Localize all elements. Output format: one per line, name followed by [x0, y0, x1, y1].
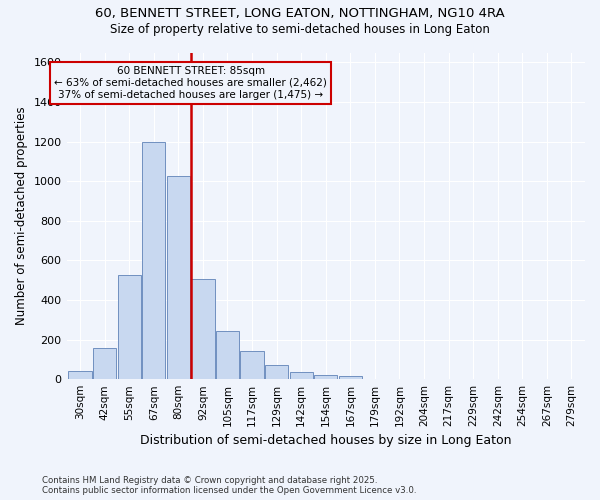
Bar: [191, 279, 215, 379]
Bar: [241, 352, 264, 379]
Text: 60, BENNETT STREET, LONG EATON, NOTTINGHAM, NG10 4RA: 60, BENNETT STREET, LONG EATON, NOTTINGH…: [95, 8, 505, 20]
Bar: [142, 142, 166, 379]
Bar: [93, 348, 116, 379]
Bar: [290, 372, 313, 379]
Text: 60 BENNETT STREET: 85sqm
← 63% of semi-detached houses are smaller (2,462)
37% o: 60 BENNETT STREET: 85sqm ← 63% of semi-d…: [54, 66, 327, 100]
Text: Contains HM Land Registry data © Crown copyright and database right 2025.
Contai: Contains HM Land Registry data © Crown c…: [42, 476, 416, 495]
Y-axis label: Number of semi-detached properties: Number of semi-detached properties: [15, 106, 28, 325]
Bar: [68, 372, 92, 379]
X-axis label: Distribution of semi-detached houses by size in Long Eaton: Distribution of semi-detached houses by …: [140, 434, 512, 448]
Bar: [167, 176, 190, 379]
Bar: [338, 376, 362, 379]
Text: Size of property relative to semi-detached houses in Long Eaton: Size of property relative to semi-detach…: [110, 22, 490, 36]
Bar: [216, 330, 239, 379]
Bar: [314, 375, 337, 379]
Bar: [118, 275, 141, 379]
Bar: [265, 366, 288, 379]
